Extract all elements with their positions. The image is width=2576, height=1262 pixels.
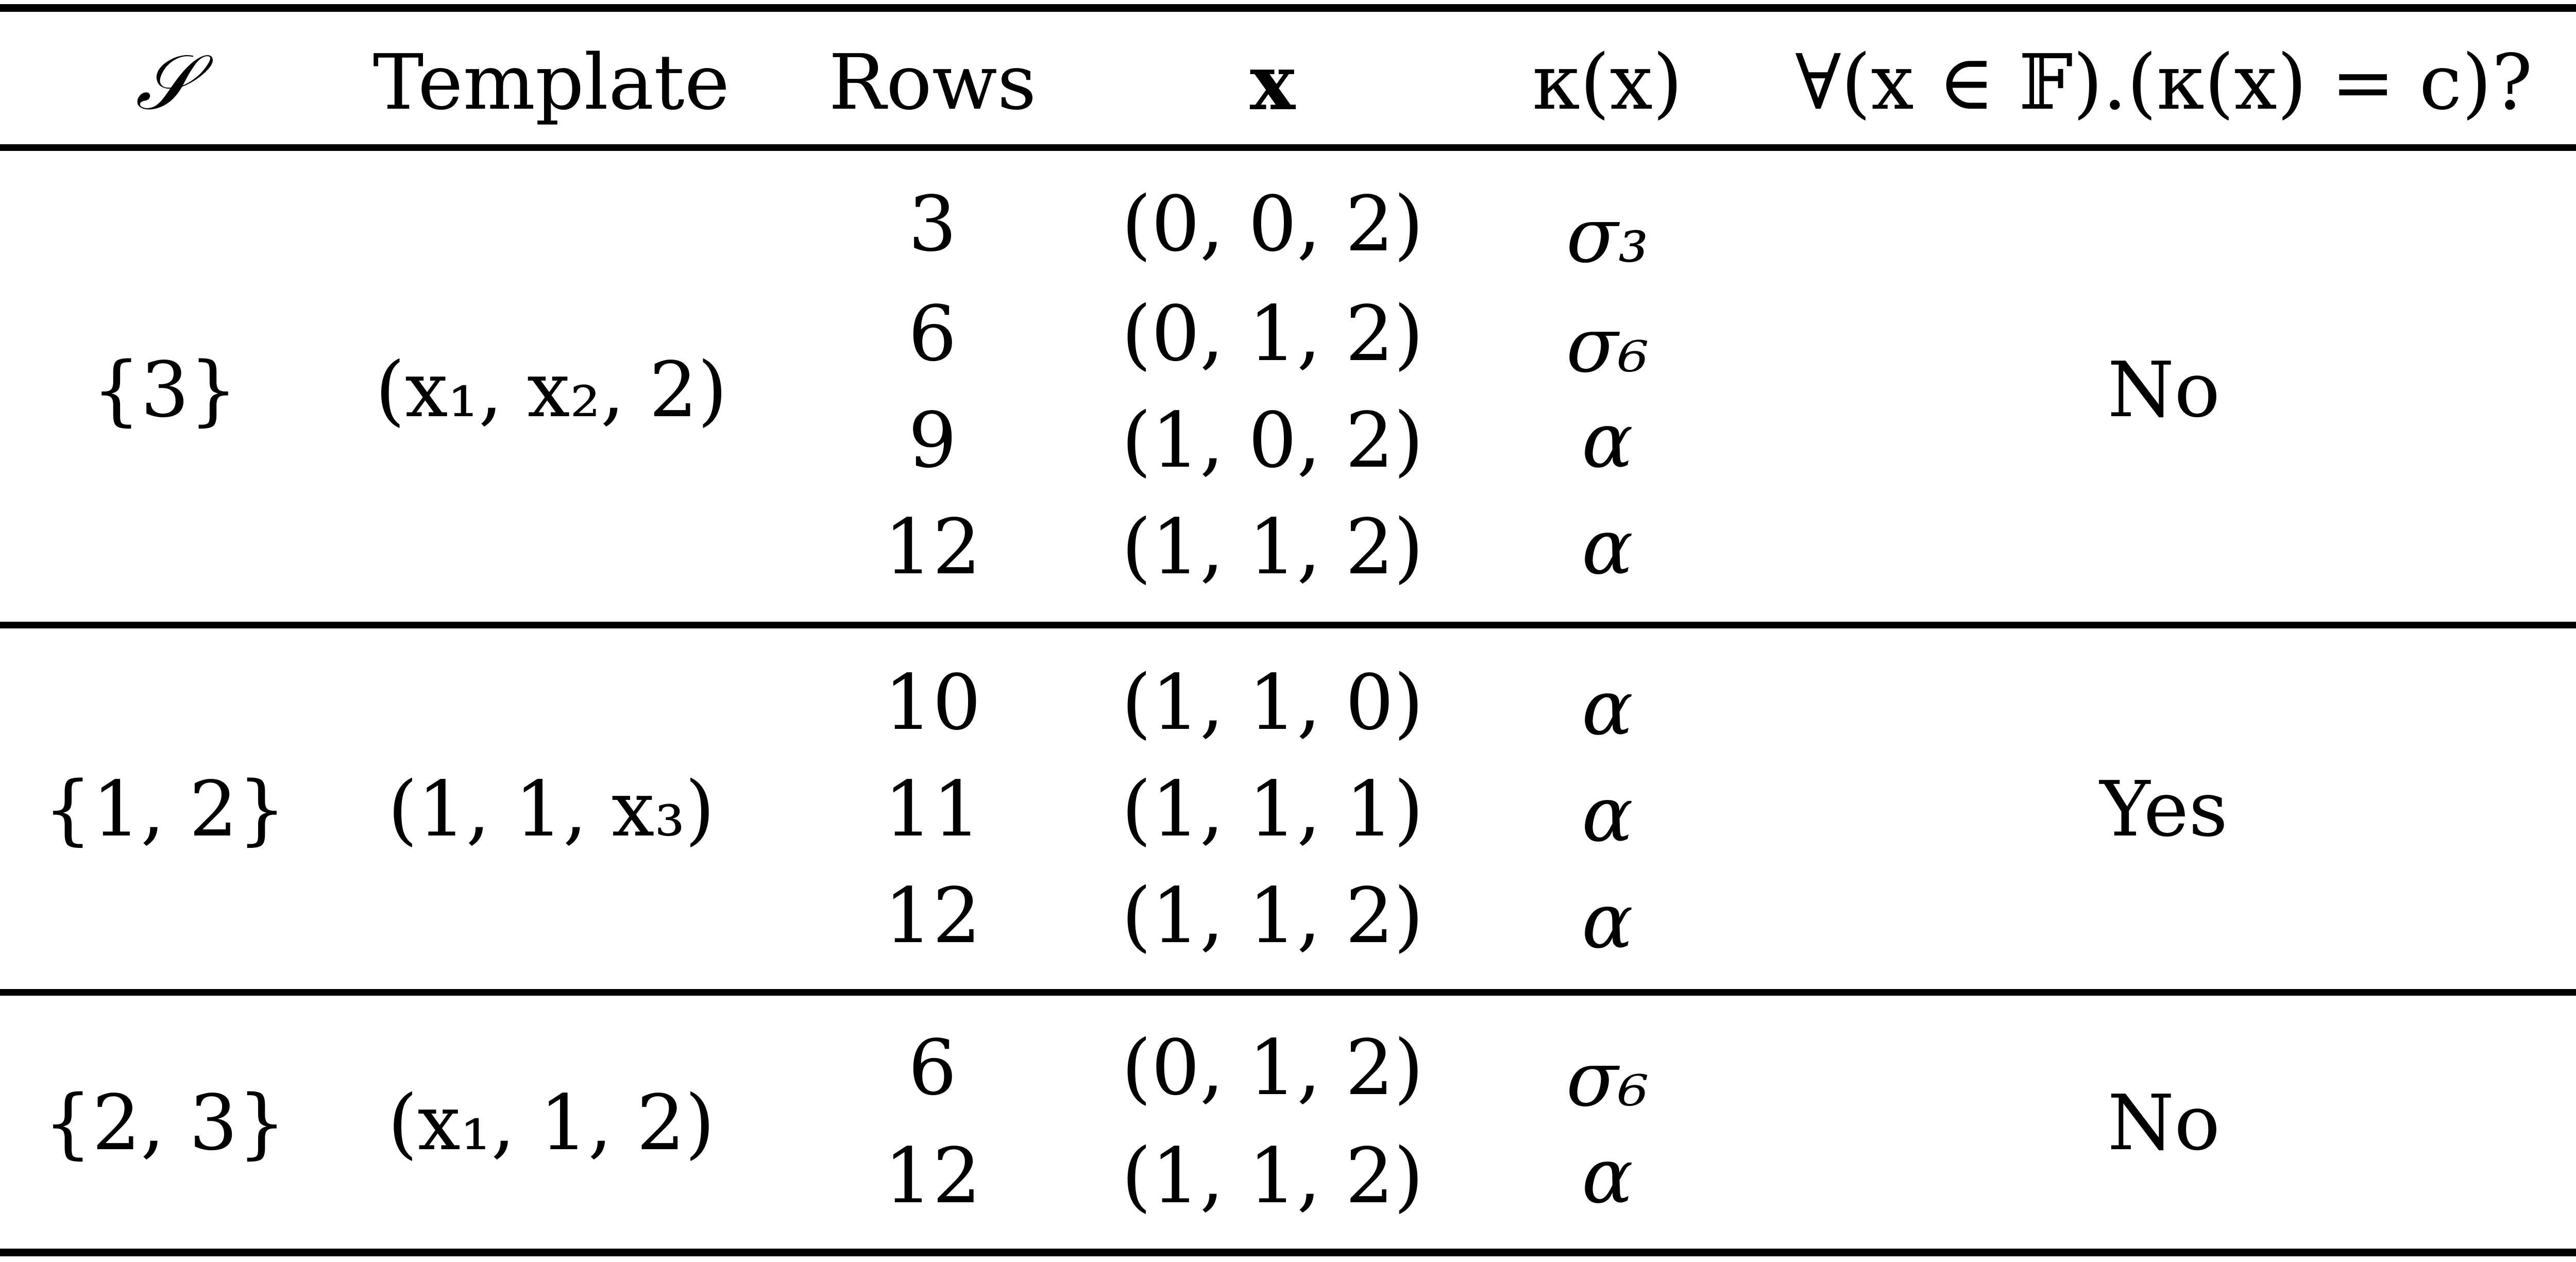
- header-rows: Rows: [828, 38, 1037, 127]
- group-2-s: {1, 2}: [43, 765, 286, 854]
- group-3-kappa-1: σ₆: [1566, 1035, 1649, 1123]
- group-2-x-1: (1, 1, 0): [1121, 658, 1424, 747]
- header-s: 𝒮: [135, 38, 195, 127]
- header-template: Template: [372, 38, 730, 127]
- header-x: x: [1249, 38, 1296, 127]
- group-2-x-3: (1, 1, 2): [1121, 872, 1424, 960]
- group-1-kappa-3: α: [1582, 396, 1633, 485]
- group-1-row-2: 6: [908, 289, 957, 378]
- group-3-x-2: (1, 1, 2): [1121, 1132, 1424, 1220]
- group-1-kappa-2: σ₆: [1566, 301, 1649, 389]
- group-2-kappa-3: α: [1582, 877, 1633, 965]
- group-1-row-1: 3: [908, 180, 957, 268]
- group-2-kappa-2: α: [1582, 770, 1633, 859]
- group-2-row-2: 11: [884, 765, 981, 854]
- group-1-x-1: (0, 0, 2): [1121, 180, 1424, 268]
- group-3-answer: No: [2107, 1079, 2221, 1167]
- bottom-rule: [0, 1249, 2576, 1256]
- group-3-s: {2, 3}: [43, 1079, 286, 1167]
- group-3-row-2: 12: [884, 1132, 981, 1220]
- group-1-kappa-1: σ₃: [1566, 191, 1649, 280]
- group-2-answer: Yes: [2099, 765, 2228, 854]
- group-1-answer: No: [2107, 345, 2221, 434]
- header-kappa: κ(x): [1532, 38, 1683, 127]
- group-2-x-2: (1, 1, 1): [1121, 765, 1424, 854]
- group-2-row-1: 10: [884, 658, 981, 747]
- group-3-row-1: 6: [908, 1024, 957, 1112]
- group-1-x-4: (1, 1, 2): [1121, 503, 1424, 591]
- group-2-row-3: 12: [884, 872, 981, 960]
- top-rule: [0, 4, 2576, 12]
- group-1-x-3: (1, 0, 2): [1121, 396, 1424, 485]
- group-1-rule: [0, 622, 2576, 628]
- header-rule: [0, 144, 2576, 151]
- group-1-s: {3}: [92, 345, 238, 434]
- group-1-row-3: 9: [908, 396, 957, 485]
- group-2-rule: [0, 989, 2576, 996]
- group-1-template: (x₁, x₂, 2): [375, 345, 727, 434]
- group-1-kappa-4: α: [1582, 503, 1633, 591]
- group-2-template: (1, 1, x₃): [387, 765, 715, 854]
- header-question: ∀(x ∈ 𝔽).(κ(x) = c)?: [1795, 38, 2533, 127]
- group-2-kappa-1: α: [1582, 663, 1633, 752]
- group-3-template: (x₁, 1, 2): [387, 1079, 715, 1167]
- group-1-row-4: 12: [884, 503, 981, 591]
- group-3-kappa-2: α: [1582, 1132, 1633, 1220]
- group-1-x-2: (0, 1, 2): [1121, 289, 1424, 378]
- group-3-x-1: (0, 1, 2): [1121, 1024, 1424, 1112]
